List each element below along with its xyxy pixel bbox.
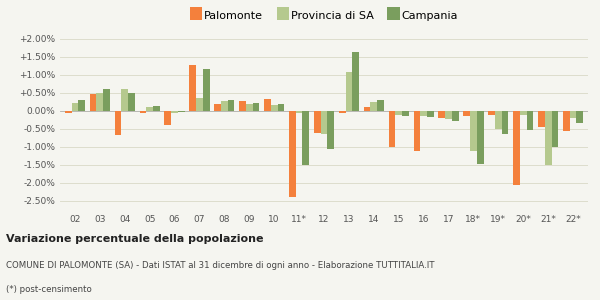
Bar: [377, 100, 384, 111]
Bar: [253, 103, 259, 111]
Bar: [214, 104, 221, 111]
Text: Variazione percentuale della popolazione: Variazione percentuale della popolazione: [6, 233, 263, 244]
Bar: [402, 111, 409, 116]
Bar: [477, 111, 484, 164]
Bar: [128, 93, 135, 111]
Bar: [271, 104, 278, 111]
Bar: [221, 101, 228, 111]
Bar: [545, 111, 551, 165]
Bar: [513, 111, 520, 185]
Bar: [339, 111, 346, 113]
Bar: [502, 111, 508, 134]
Bar: [413, 111, 420, 151]
Bar: [203, 68, 209, 111]
Text: (*) post-censimento: (*) post-censimento: [6, 286, 92, 295]
Bar: [146, 107, 153, 111]
Bar: [103, 89, 110, 111]
Bar: [452, 111, 458, 121]
Bar: [495, 111, 502, 129]
Bar: [395, 111, 402, 115]
Bar: [445, 111, 452, 119]
Bar: [228, 100, 235, 111]
Bar: [164, 111, 171, 125]
Bar: [463, 111, 470, 116]
Bar: [527, 111, 533, 130]
Bar: [328, 111, 334, 149]
Bar: [79, 100, 85, 111]
Bar: [264, 100, 271, 111]
Bar: [278, 104, 284, 111]
Bar: [171, 111, 178, 113]
Bar: [296, 111, 302, 113]
Bar: [153, 106, 160, 111]
Bar: [427, 111, 434, 117]
Bar: [302, 111, 309, 165]
Bar: [115, 111, 121, 136]
Bar: [569, 111, 577, 118]
Bar: [289, 111, 296, 197]
Bar: [563, 111, 569, 131]
Bar: [364, 107, 370, 111]
Bar: [370, 102, 377, 111]
Bar: [346, 72, 352, 111]
Bar: [314, 111, 320, 133]
Bar: [520, 111, 527, 115]
Bar: [551, 111, 558, 147]
Bar: [196, 98, 203, 111]
Bar: [239, 101, 246, 111]
Bar: [65, 111, 71, 113]
Bar: [470, 111, 477, 151]
Bar: [439, 111, 445, 118]
Bar: [538, 111, 545, 127]
Bar: [121, 89, 128, 111]
Bar: [190, 65, 196, 111]
Bar: [352, 52, 359, 111]
Bar: [420, 111, 427, 116]
Bar: [97, 93, 103, 111]
Bar: [488, 111, 495, 115]
Bar: [71, 103, 79, 111]
Legend: Palomonte, Provincia di SA, Campania: Palomonte, Provincia di SA, Campania: [190, 11, 458, 21]
Bar: [577, 111, 583, 122]
Bar: [389, 111, 395, 147]
Text: COMUNE DI PALOMONTE (SA) - Dati ISTAT al 31 dicembre di ogni anno - Elaborazione: COMUNE DI PALOMONTE (SA) - Dati ISTAT al…: [6, 262, 434, 271]
Bar: [90, 94, 97, 111]
Bar: [246, 104, 253, 111]
Bar: [140, 111, 146, 113]
Bar: [178, 111, 185, 112]
Bar: [320, 111, 328, 134]
